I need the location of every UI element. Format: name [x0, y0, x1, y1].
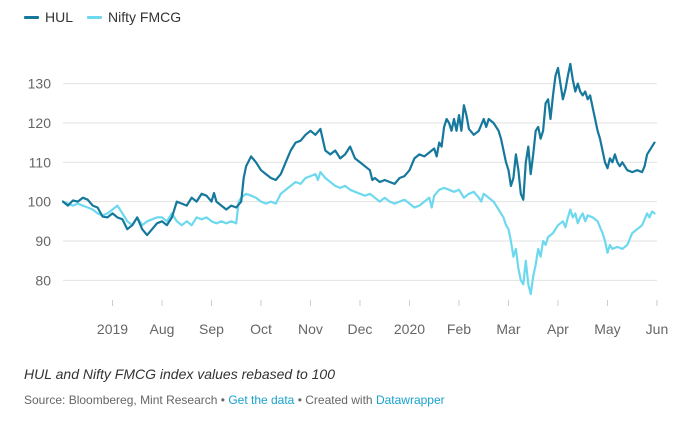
source-separator-1: • [217, 393, 229, 407]
source-separator-2: • [294, 393, 306, 407]
x-tick-label-apr: Apr [547, 321, 569, 337]
legend-swatch-nifty-fmcg [87, 15, 103, 19]
x-tick-label-oct: Oct [250, 321, 272, 337]
y-tick-label-90: 90 [35, 233, 51, 249]
series-lines [61, 62, 656, 296]
x-tick-label-dec: Dec [348, 321, 373, 337]
legend: HUL Nifty FMCG [24, 9, 195, 25]
series-line-hul [61, 62, 656, 237]
x-tick-label-2019: 2019 [97, 321, 128, 337]
x-tick-label-feb: Feb [447, 321, 471, 337]
y-tick-label-80: 80 [35, 272, 51, 288]
x-tick-label-nov: Nov [298, 321, 323, 337]
datawrapper-link[interactable]: Datawrapper [375, 393, 445, 407]
source-text: Source: Bloombereg, Mint Research [24, 393, 218, 407]
legend-swatch-hul [24, 15, 39, 19]
tick-labels: 80 90 100 110 120 130 2019 Aug Sep Oct Nov Dec 2020 F… [28, 76, 669, 337]
x-tick-label-2020: 2020 [394, 321, 425, 337]
source-line: Source: Bloombereg, Mint Research • Get … [24, 393, 445, 407]
gridlines [63, 83, 658, 306]
legend-label-hul: HUL [45, 9, 74, 25]
y-tick-label-100: 100 [28, 194, 52, 210]
line-chart: 80 90 100 110 120 130 2019 Aug Sep Oct Nov Dec 2020 F… [28, 62, 669, 337]
x-tick-label-sep: Sep [199, 321, 224, 337]
x-tick-label-jun: Jun [646, 321, 669, 337]
y-tick-label-130: 130 [28, 76, 52, 92]
legend-item-hul: HUL [24, 9, 73, 25]
legend-item-nifty-fmcg: Nifty FMCG [87, 9, 181, 25]
series-line-nifty-fmcg [61, 171, 656, 296]
legend-label-nifty-fmcg: Nifty FMCG [108, 9, 182, 25]
y-tick-label-120: 120 [28, 115, 52, 131]
y-tick-label-110: 110 [29, 154, 52, 170]
chart-caption: HUL and Nifty FMCG index values rebased … [24, 366, 336, 382]
x-tick-label-aug: Aug [150, 321, 175, 337]
get-the-data-link[interactable]: Get the data [228, 393, 295, 407]
x-tick-label-may: May [594, 321, 620, 337]
x-tick-label-mar: Mar [496, 321, 520, 337]
created-with-text: Created with [305, 393, 373, 407]
